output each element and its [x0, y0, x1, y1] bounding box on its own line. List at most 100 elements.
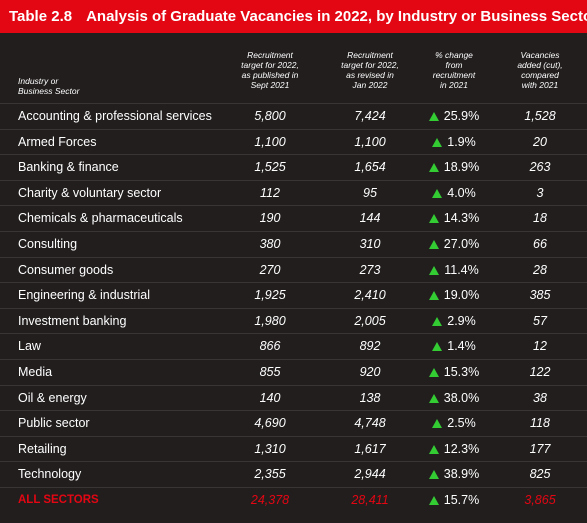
pct-change-cell: 2.5%: [418, 411, 490, 437]
up-arrow-icon: [428, 163, 439, 173]
pct-change-value: 2.5%: [447, 416, 476, 431]
target-2022-cell: 28,411: [351, 492, 389, 507]
target-2021-cell: 5,800: [254, 109, 286, 123]
up-arrow-icon: [428, 112, 439, 121]
target-2021-cell: 1,100: [254, 134, 286, 149]
header-target-2021: Recruitment target for 2022, as publishe…: [241, 50, 299, 90]
up-arrow-icon: [428, 214, 439, 224]
pct-change-value: 4.0%: [447, 185, 476, 200]
table-body: Accounting & professional services 5,800 7…: [0, 103, 587, 513]
target-2022-cell: 892: [359, 339, 381, 354]
pct-change-cell: 15.3%: [418, 360, 490, 386]
vacancies-cell: 66: [533, 236, 547, 251]
vacancies-cell: 38: [533, 390, 547, 405]
pct-change-cell: 2.9%: [418, 309, 490, 335]
sector-cell: Accounting & professional services: [18, 109, 212, 123]
pct-change-value: 25.9%: [443, 109, 480, 123]
target-2022-cell: 2,944: [354, 467, 386, 482]
vacancies-cell: 1,528: [524, 109, 556, 123]
up-arrow-icon: [432, 419, 443, 429]
vacancies-cell: 122: [529, 364, 551, 379]
table-row: Accounting & professional services 5,800 7…: [0, 103, 587, 129]
header-vacancies: Vacancies added (cut), compared with 202…: [517, 50, 563, 90]
pct-change-cell: 15.7%: [418, 488, 490, 514]
total-row: ALL SECTORS 24,378 28,411 15.7% 3,865: [0, 486, 587, 514]
vacancies-table: Industry or Business Sector Recruitment …: [0, 33, 587, 513]
pct-change-cell: 11.4%: [418, 258, 490, 284]
table-row: Armed Forces 1,100 1,100 1.9% 20: [0, 128, 587, 155]
vacancies-cell: 28: [533, 262, 547, 277]
target-2022-cell: 144: [359, 211, 381, 226]
vacancies-cell: 57: [533, 313, 547, 328]
pct-change-cell: 12.3%: [418, 437, 490, 463]
pct-change-cell: 19.0%: [418, 283, 490, 309]
target-2022-cell: 2,410: [354, 288, 386, 303]
table-row: Banking & finance 1,525 1,654 18.9% 263: [0, 154, 587, 180]
header-target-2022: Recruitment target for 2022, as revised …: [341, 50, 399, 90]
up-arrow-icon: [428, 291, 439, 301]
table-number: Table 2.8: [9, 8, 73, 25]
pct-change-value: 1.4%: [447, 339, 476, 354]
table-row: Consumer goods 270 273 11.4% 28: [0, 256, 587, 284]
table-row: Technology 2,355 2,944 38.9% 825: [0, 461, 587, 487]
pct-change-cell: 1.4%: [418, 334, 490, 360]
pct-change-value: 14.3%: [443, 211, 480, 226]
target-2021-cell: 270: [259, 262, 281, 277]
table-row: Media 855 920 15.3% 122: [0, 358, 587, 386]
sector-cell: Retailing: [18, 441, 67, 456]
target-2021-cell: 1,980: [254, 313, 286, 328]
header-sector: Industry or Business Sector: [18, 76, 80, 96]
target-2022-cell: 1,617: [354, 441, 386, 456]
target-2021-cell: 112: [260, 185, 280, 200]
sector-cell: Law: [18, 339, 41, 354]
target-2021-cell: 24,378: [250, 492, 290, 507]
sector-cell: Public sector: [18, 416, 90, 431]
up-arrow-icon: [432, 316, 443, 326]
pct-change-value: 15.7%: [443, 492, 480, 507]
pct-change-cell: 4.0%: [418, 181, 490, 207]
table-row: Consulting 380 310 27.0% 66: [0, 230, 587, 258]
pct-change-value: 38.0%: [443, 390, 480, 405]
pct-change-cell: 18.9%: [418, 155, 490, 181]
pct-change-value: 15.3%: [443, 364, 480, 379]
pct-change-cell: 25.9%: [418, 104, 490, 130]
pct-change-value: 18.9%: [443, 160, 480, 175]
table-row: Engineering & industrial 1,925 2,410 19.0% 3…: [0, 282, 587, 308]
target-2021-cell: 866: [259, 339, 281, 354]
pct-change-cell: 38.9%: [418, 462, 490, 488]
up-arrow-icon: [428, 470, 439, 480]
pct-change-cell: 14.3%: [418, 206, 490, 232]
up-arrow-icon: [428, 367, 439, 377]
target-2022-cell: 138: [359, 390, 381, 405]
pct-change-value: 27.0%: [443, 236, 480, 251]
sector-cell: Investment banking: [18, 313, 127, 328]
table-row: Investment banking 1,980 2,005 2.9% 57: [0, 307, 587, 335]
target-2021-cell: 855: [259, 364, 281, 379]
table-title: Table 2.8 Analysis of Graduate Vacancies…: [0, 0, 587, 33]
target-2022-cell: 310: [359, 236, 381, 251]
table-title-text: Analysis of Graduate Vacancies in 2022, …: [86, 8, 587, 25]
sector-cell: ALL SECTORS: [18, 493, 99, 506]
pct-change-cell: 27.0%: [418, 232, 490, 258]
pct-change-value: 2.9%: [447, 313, 476, 328]
sector-cell: Consulting: [18, 236, 78, 251]
pct-change-value: 19.0%: [443, 288, 480, 303]
target-2021-cell: 2,355: [254, 467, 286, 482]
table-row: Charity & voluntary sector 112 95 4.0% 3: [0, 179, 587, 207]
target-2021-cell: 380: [259, 236, 281, 251]
sector-cell: Technology: [18, 467, 82, 482]
sector-cell: Chemicals & pharmaceuticals: [18, 211, 183, 226]
pct-change-value: 38.9%: [443, 467, 480, 482]
target-2022-cell: 920: [359, 364, 381, 379]
up-arrow-icon: [428, 495, 439, 505]
sector-cell: Charity & voluntary sector: [18, 185, 162, 200]
pct-change-value: 1.9%: [447, 134, 476, 149]
pct-change-value: 12.3%: [443, 441, 480, 456]
vacancies-cell: 20: [533, 134, 547, 149]
sector-cell: Banking & finance: [18, 160, 119, 175]
target-2022-cell: 7,424: [354, 109, 386, 123]
table-header-row: Industry or Business Sector Recruitment …: [0, 33, 587, 103]
sector-cell: Armed Forces: [18, 134, 97, 149]
header-pct-change: % change from recruitment in 2021: [432, 50, 476, 90]
sector-cell: Consumer goods: [18, 262, 114, 277]
